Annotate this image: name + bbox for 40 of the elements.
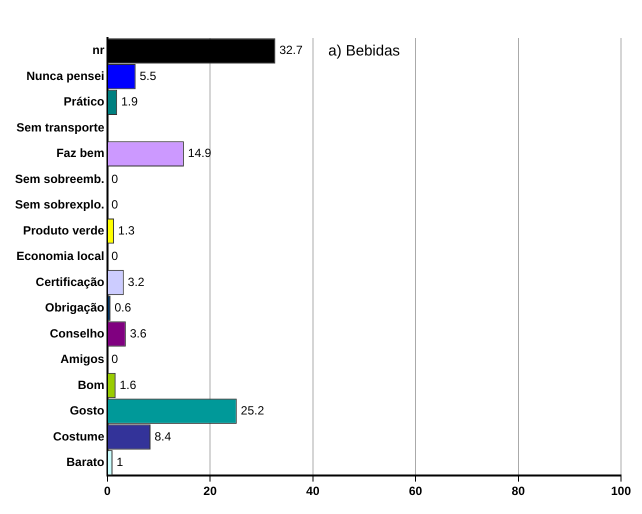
y-tick-label: Costume	[53, 429, 105, 444]
data-label: 32.7	[279, 43, 304, 58]
y-tick-label: Amigos	[60, 352, 105, 366]
data-label: 0	[111, 249, 118, 264]
y-tick-label: Sem transporte	[16, 120, 105, 134]
x-tick-label: 40	[306, 484, 320, 498]
x-tick-label: 0	[104, 484, 112, 498]
y-tick-label: Conselho	[50, 326, 104, 340]
data-label: 5.5	[140, 68, 157, 83]
x-tick-label: 80	[512, 484, 526, 498]
data-label: 1.3	[118, 223, 136, 238]
chart-title: a) Bebidas	[328, 42, 400, 60]
y-tick-label: Sem sobrexplo.	[14, 198, 104, 212]
y-tick-label: Economia local	[16, 249, 104, 264]
x-tick-label: 100	[610, 484, 632, 498]
y-tick-label: Bom	[78, 378, 104, 392]
x-tick-label: 20	[203, 484, 218, 498]
data-label: 14.9	[188, 146, 212, 160]
data-label: 0	[111, 198, 118, 212]
data-label: 1.9	[121, 94, 138, 109]
data-label: 3.6	[130, 326, 147, 340]
data-label: 1	[116, 455, 124, 470]
y-tick-label: Sem sobreemb.	[14, 172, 104, 186]
data-label: 0	[111, 352, 118, 366]
data-label: 1.6	[120, 378, 137, 392]
data-label: 25.2	[240, 404, 264, 418]
y-tick-label: Obrigação	[45, 300, 104, 315]
data-label: 0	[111, 172, 118, 186]
y-tick-label: Barato	[66, 455, 104, 470]
x-tick-label: 60	[408, 484, 423, 498]
data-label: 8.4	[154, 429, 172, 444]
y-tick-label: Nunca pensei	[26, 68, 104, 83]
y-tick-label: Produto verde	[23, 223, 105, 238]
y-tick-label: nr	[92, 43, 105, 58]
y-tick-label: Gosto	[70, 404, 104, 418]
y-tick-label: Faz bem	[56, 146, 104, 160]
data-label: 0.6	[114, 300, 132, 315]
data-label: 3.2	[128, 274, 145, 289]
y-tick-label: Certificação	[36, 274, 104, 289]
y-tick-label: Prático	[64, 94, 104, 109]
